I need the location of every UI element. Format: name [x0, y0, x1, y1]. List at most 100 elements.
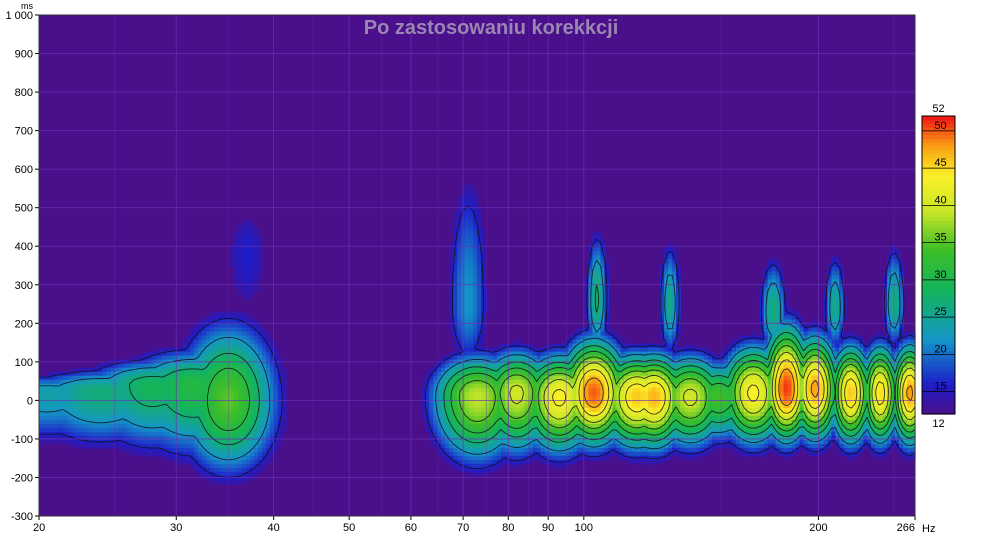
- heatmap-cell: [660, 299, 665, 305]
- heatmap-cell: [560, 379, 566, 385]
- heatmap-cell: [592, 303, 598, 309]
- heatmap-cell: [699, 351, 705, 357]
- heatmap-cell: [604, 367, 609, 373]
- heatmap-cell: [799, 323, 805, 329]
- heatmap-cell: [664, 251, 669, 257]
- heatmap-cell: [855, 343, 860, 349]
- heatmap-cell: [480, 271, 486, 277]
- heatmap-cell: [218, 315, 223, 321]
- heatmap-cell: [835, 319, 840, 325]
- heatmap-cell: [588, 275, 594, 281]
- heatmap-cell: [640, 423, 645, 429]
- heatmap-cell: [648, 347, 653, 353]
- heatmap-cell: [421, 383, 426, 389]
- heatmap-cell: [871, 335, 876, 341]
- heatmap-cell: [668, 403, 673, 409]
- heatmap-cell: [592, 323, 598, 329]
- heatmap-cell: [70, 423, 76, 429]
- heatmap-cell: [70, 367, 76, 373]
- heatmap-cell: [903, 335, 908, 341]
- heatmap-cell: [473, 351, 478, 357]
- heatmap-cell: [648, 403, 653, 409]
- heatmap-cell: [672, 371, 677, 377]
- heatmap-cell: [150, 395, 156, 401]
- heatmap-cell: [580, 331, 586, 337]
- heatmap-cell: [186, 403, 191, 409]
- heatmap-cell: [699, 415, 705, 421]
- heatmap-cell: [819, 371, 825, 377]
- heatmap-cell: [453, 323, 458, 329]
- heatmap-cell: [58, 391, 64, 397]
- heatmap-cell: [719, 415, 725, 421]
- heatmap-cell: [54, 379, 60, 385]
- heatmap-cell: [469, 187, 474, 192]
- heatmap-cell: [739, 383, 745, 389]
- heatmap-cell: [477, 419, 482, 425]
- heatmap-cell: [46, 403, 52, 409]
- heatmap-cell: [703, 379, 709, 385]
- heatmap-cell: [457, 311, 462, 317]
- heatmap-cell: [767, 407, 773, 413]
- heatmap-cell: [166, 391, 171, 397]
- heatmap-cell: [218, 395, 223, 401]
- heatmap-cell: [863, 411, 868, 417]
- heatmap-cell: [592, 287, 598, 293]
- heatmap-cell: [895, 299, 900, 305]
- heatmap-cell: [524, 391, 530, 397]
- heatmap-cell: [835, 267, 840, 273]
- heatmap-cell: [692, 411, 697, 417]
- heatmap-cell: [162, 383, 168, 389]
- heatmap-cell: [775, 399, 781, 405]
- heatmap-cell: [234, 419, 239, 425]
- heatmap-cell: [688, 375, 693, 381]
- heatmap-cell: [815, 379, 821, 385]
- heatmap-cell: [214, 311, 219, 317]
- heatmap-cell: [771, 395, 777, 401]
- heatmap-cell: [568, 355, 574, 361]
- heatmap-cell: [258, 335, 263, 341]
- heatmap-cell: [469, 415, 474, 421]
- heatmap-cell: [616, 399, 621, 405]
- heatmap-cell: [803, 339, 809, 345]
- heatmap-cell: [779, 423, 785, 429]
- heatmap-cell: [102, 407, 108, 413]
- heatmap-cell: [242, 391, 247, 397]
- heatmap-cell: [449, 315, 454, 321]
- heatmap-cell: [839, 415, 844, 421]
- heatmap-cell: [269, 419, 275, 425]
- heatmap-cell: [258, 263, 263, 269]
- heatmap-cell: [265, 347, 271, 353]
- heatmap-cell: [242, 379, 247, 385]
- heatmap-cell: [484, 363, 490, 369]
- heatmap-cell: [807, 387, 813, 393]
- heatmap-cell: [445, 391, 450, 397]
- heatmap-cell: [477, 411, 482, 417]
- heatmap-cell: [696, 383, 701, 389]
- heatmap-cell: [644, 411, 649, 417]
- heatmap-cell: [564, 343, 570, 349]
- heatmap-cell: [660, 363, 665, 369]
- heatmap-cell: [703, 411, 709, 417]
- heatmap-cell: [98, 383, 104, 389]
- heatmap-cell: [851, 419, 856, 425]
- heatmap-cell: [696, 423, 701, 429]
- heatmap-cell: [437, 407, 442, 413]
- heatmap-cell: [126, 371, 132, 377]
- heatmap-cell: [692, 407, 697, 413]
- heatmap-cell: [584, 323, 590, 329]
- heatmap-cell: [50, 399, 56, 405]
- heatmap-cell: [759, 327, 765, 333]
- heatmap-cell: [664, 323, 669, 329]
- heatmap-cell: [648, 387, 653, 393]
- heatmap-cell: [668, 275, 673, 281]
- heatmap-cell: [258, 243, 263, 249]
- heatmap-cell: [469, 243, 474, 249]
- heatmap-cell: [453, 231, 458, 237]
- heatmap-cell: [859, 403, 864, 409]
- heatmap-cell: [202, 423, 207, 429]
- heatmap-cell: [524, 343, 530, 349]
- heatmap-cell: [94, 379, 100, 385]
- heatmap-cell: [771, 287, 777, 293]
- heatmap-cell: [875, 379, 880, 385]
- heatmap-cell: [62, 407, 68, 413]
